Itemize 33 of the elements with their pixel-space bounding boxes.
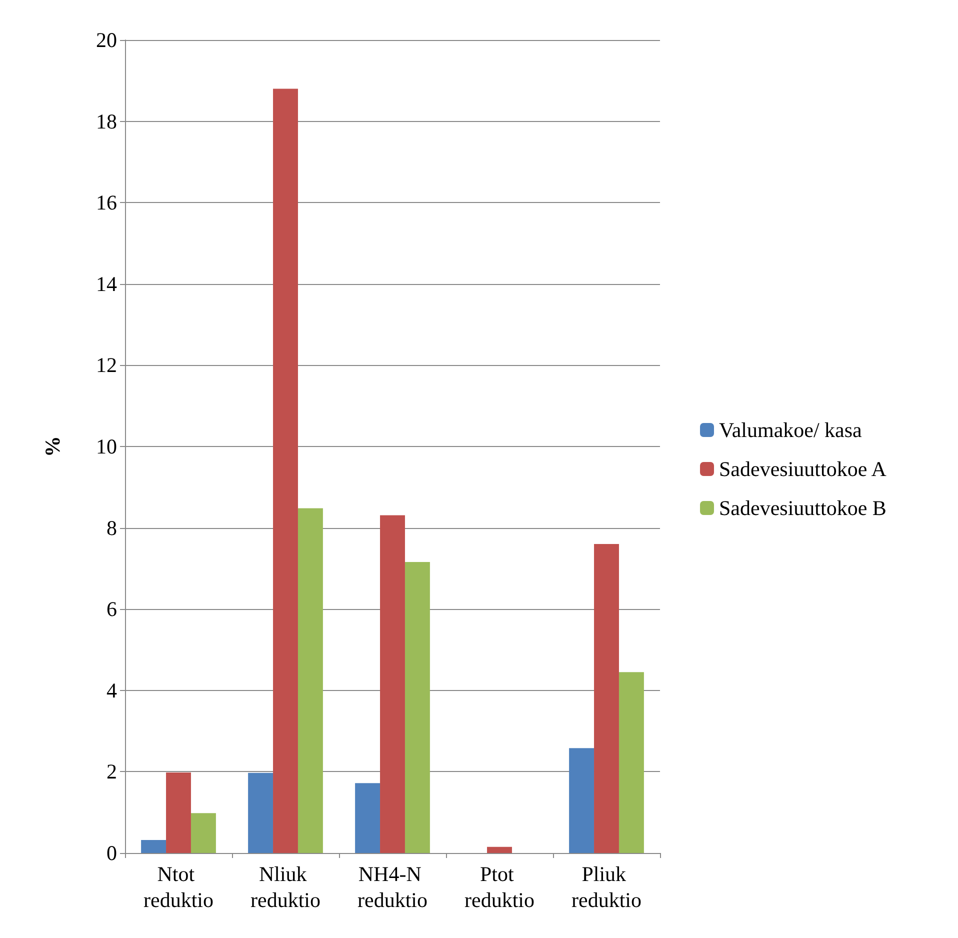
bar <box>166 772 191 853</box>
bar <box>273 88 298 853</box>
bar <box>618 672 644 853</box>
x-tick-label: Pliuk reduktio <box>572 862 642 912</box>
bar <box>298 508 323 853</box>
y-tick-label: 16 <box>96 190 117 215</box>
bar <box>355 783 380 853</box>
y-tick-label: 0 <box>106 841 117 865</box>
bar <box>404 562 430 853</box>
x-tick-label: Nliuk reduktio <box>250 862 320 912</box>
bar <box>487 846 512 853</box>
y-tick-label: 6 <box>106 597 117 622</box>
y-tick-label: 14 <box>96 272 118 296</box>
bar <box>594 544 619 853</box>
y-axis-title: % <box>40 436 64 457</box>
y-tick-label: 8 <box>106 516 117 540</box>
bar <box>248 772 274 853</box>
bar <box>569 748 594 853</box>
x-tick-label: Ptot reduktio <box>464 862 534 912</box>
y-tick-label: 4 <box>106 678 118 702</box>
y-tick-label: 12 <box>96 353 117 378</box>
x-tick-label: Ntot reduktio <box>144 862 214 912</box>
legend-label: Valumakoe/ kasa <box>719 418 863 442</box>
bar <box>190 813 216 853</box>
y-tick-label: 20 <box>96 28 117 52</box>
y-tick-label: 10 <box>96 434 117 458</box>
y-tick-label: 2 <box>106 760 117 784</box>
x-tick-label: NH4-N reduktio <box>358 862 428 912</box>
legend-label: Sadevesiuuttokoe B <box>719 496 886 520</box>
bar <box>380 515 405 853</box>
bar <box>141 840 166 853</box>
y-tick-label: 18 <box>96 109 117 134</box>
legend-label: Sadevesiuuttokoe A <box>719 457 888 481</box>
